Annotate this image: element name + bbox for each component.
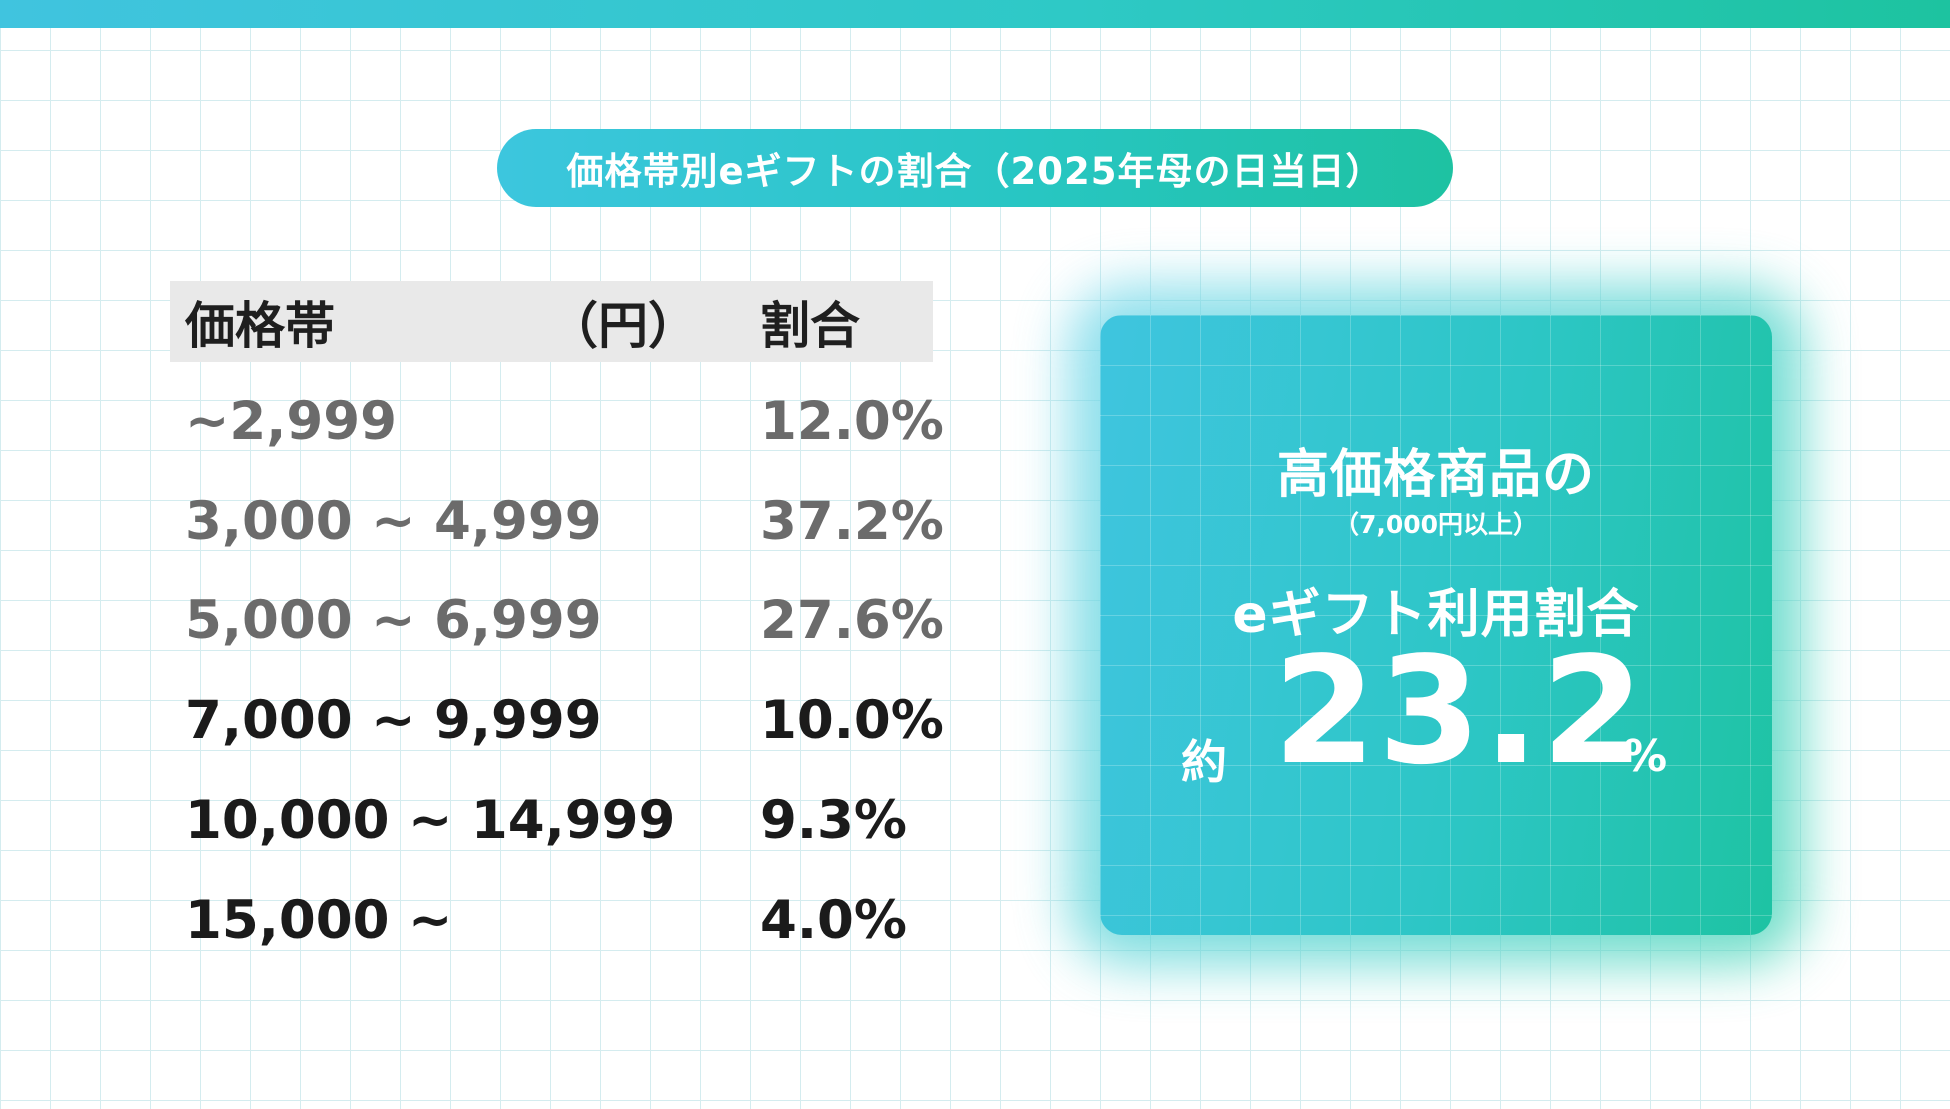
highlight-price-note: （7,000円以上） [1333,510,1539,539]
row-price-range: 10,000 ~ 14,999 [185,790,676,851]
header-price-range: 価格帯 [185,296,335,355]
page-title-text: 価格帯別eギフトの割合（2025年母の日当日） [566,150,1384,193]
table-row: 15,000 ~ 4.0% [170,886,933,956]
row-share: 12.0% [760,391,944,452]
page-title: 価格帯別eギフトの割合（2025年母の日当日） [497,129,1453,207]
highlight-unit: % [1623,731,1668,782]
row-price-range: 5,000 ~ 6,999 [185,590,602,651]
price-range-table: 価格帯 （円） 割合 ~2,999 12.0% 3,000 ~ 4,999 37… [170,281,944,951]
highlight-heading: 高価格商品の [1276,445,1595,505]
table-row: ~2,999 12.0% [170,387,944,457]
row-share: 9.3% [760,790,907,851]
header-unit: （円） [548,296,698,355]
row-share: 4.0% [760,890,907,951]
row-price-range: 3,000 ~ 4,999 [185,491,602,552]
table-header: 価格帯 （円） 割合 [170,281,933,362]
row-price-range: 7,000 ~ 9,999 [185,690,602,751]
header-share: 割合 [760,296,860,355]
table-row: 5,000 ~ 6,999 27.6% [170,586,944,656]
highlight-subheading: eギフト利用割合 [1232,585,1640,645]
row-share: 37.2% [760,491,944,552]
row-share: 27.6% [760,590,944,651]
table-row: 10,000 ~ 14,999 9.3% [170,786,933,856]
top-accent-bar [0,0,1950,28]
table-row: 7,000 ~ 9,999 10.0% [170,686,944,756]
highlight-prefix: 約 [1181,735,1227,789]
highlight-card: 高価格商品の （7,000円以上） eギフト利用割合 約 23.2 % [1100,315,1772,935]
table-row: 3,000 ~ 4,999 37.2% [170,487,944,557]
highlight-value: 23.2 [1273,625,1647,797]
row-price-range: ~2,999 [185,391,398,452]
row-share: 10.0% [760,690,944,751]
row-price-range: 15,000 ~ [185,890,453,951]
